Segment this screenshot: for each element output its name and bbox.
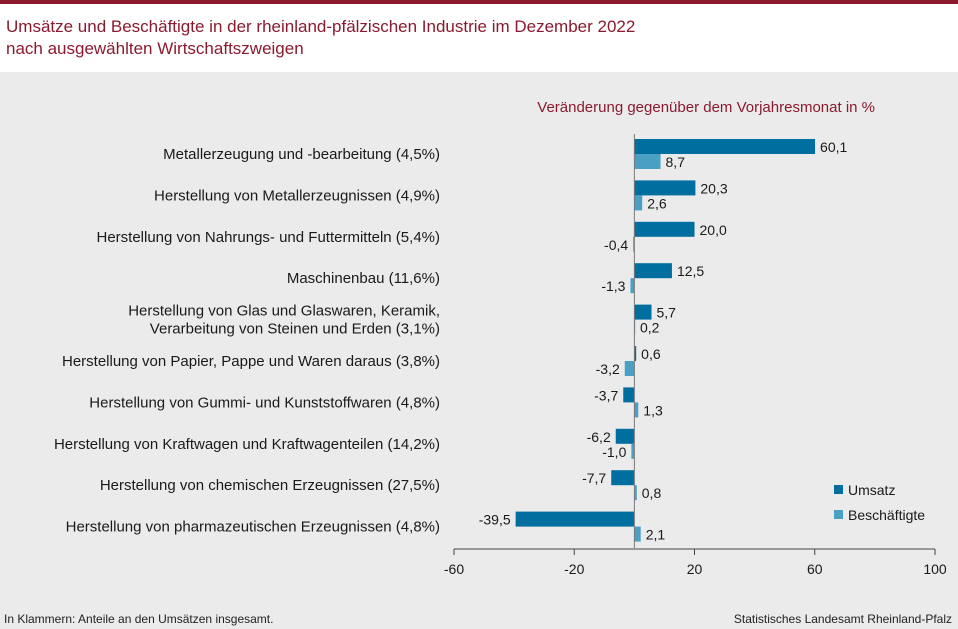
chart-title-line-1: Umsätze und Beschäftigte in der rheinlan… — [6, 17, 636, 36]
category-label: Herstellung von Kraftwagen und Kraftwage… — [54, 436, 440, 453]
bar-umsatz — [634, 139, 816, 154]
bar-umsatz — [634, 221, 695, 237]
source-note: Statistisches Landesamt Rheinland-Pfalz — [733, 612, 952, 626]
bar-umsatz — [515, 511, 635, 527]
bar-beschaeftigte — [630, 278, 635, 294]
data-label: 60,1 — [820, 139, 847, 155]
bar-beschaeftigte — [633, 236, 635, 252]
category-label: Herstellung von Glas und Glaswaren, Kera… — [128, 303, 440, 320]
x-tick-label: 100 — [923, 561, 947, 577]
data-label: 8,7 — [666, 154, 686, 170]
x-tick-label: 60 — [807, 561, 823, 577]
data-label: 1,3 — [643, 402, 663, 418]
bar-umsatz — [634, 304, 652, 320]
chart-title-line-2: nach ausgewählten Wirtschaftszweigen — [6, 39, 304, 58]
bar-beschaeftigte — [624, 361, 635, 376]
bar-umsatz — [615, 428, 635, 444]
data-label: 0,6 — [641, 346, 661, 362]
chart-subtitle: Veränderung gegenüber dem Vorjahresmonat… — [537, 99, 875, 116]
category-label: Verarbeitung von Steinen und Erden (3,1%… — [150, 321, 440, 338]
category-label: Metallerzeugung und -bearbeitung (4,5%) — [163, 146, 440, 163]
legend-label: Beschäftigte — [848, 507, 925, 523]
category-label: Herstellung von Metallerzeugnissen (4,9%… — [154, 187, 440, 204]
bar-umsatz — [634, 180, 696, 196]
x-tick-label: 20 — [687, 561, 703, 577]
bar-umsatz — [611, 470, 635, 486]
x-tick-label: -20 — [564, 561, 584, 577]
data-label: -1,0 — [602, 444, 626, 460]
bar-beschaeftigte — [634, 485, 637, 501]
data-label: 2,1 — [646, 527, 666, 543]
data-label: 20,0 — [700, 222, 727, 238]
data-label: -3,7 — [594, 387, 618, 403]
category-label: Herstellung von Nahrungs- und Futtermitt… — [97, 229, 441, 246]
legend-swatch — [834, 485, 843, 494]
bar-beschaeftigte — [634, 154, 661, 169]
x-tick-label: -60 — [444, 561, 464, 577]
category-label: Herstellung von pharmazeutischen Erzeugn… — [66, 519, 440, 536]
legend-label: Umsatz — [848, 482, 895, 498]
bar-umsatz — [634, 346, 637, 361]
bar-beschaeftigte — [634, 402, 639, 418]
data-label: -39,5 — [479, 512, 511, 528]
bar-beschaeftigte — [634, 195, 643, 211]
data-label: -6,2 — [587, 429, 611, 445]
data-label: -3,2 — [596, 361, 620, 377]
category-label: Herstellung von chemischen Erzeugnissen … — [100, 477, 440, 494]
bar-beschaeftigte — [634, 526, 641, 542]
bar-beschaeftigte — [631, 443, 635, 459]
top-accent-bar — [0, 0, 958, 4]
category-label: Maschinenbau (11,6%) — [287, 270, 440, 287]
data-label: -0,4 — [604, 237, 628, 253]
data-label: -1,3 — [601, 278, 625, 294]
data-label: 0,8 — [642, 485, 662, 501]
title-box: Umsätze und Beschäftigte in der rheinlan… — [0, 4, 958, 72]
data-label: 12,5 — [677, 263, 704, 279]
data-label: 0,2 — [640, 320, 660, 336]
bar-umsatz — [623, 387, 635, 403]
data-label: 2,6 — [647, 195, 667, 211]
footnote: In Klammern: Anteile an den Umsätzen ins… — [4, 612, 274, 626]
category-label: Herstellung von Gummi- und Kunststoffwar… — [89, 394, 440, 411]
data-label: -7,7 — [582, 470, 606, 486]
category-label: Herstellung von Papier, Pappe und Waren … — [62, 353, 440, 370]
data-label: 5,7 — [657, 305, 677, 321]
legend-swatch — [834, 510, 843, 519]
data-label: 20,3 — [700, 180, 727, 196]
bar-umsatz — [634, 263, 672, 279]
